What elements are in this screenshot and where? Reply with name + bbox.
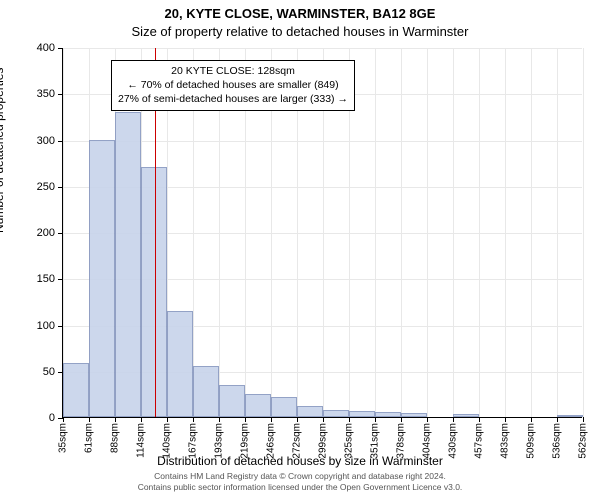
histogram-bar — [219, 385, 245, 417]
ytick-label: 100 — [37, 320, 55, 332]
histogram-bar — [401, 413, 427, 417]
chart-title-address: 20, KYTE CLOSE, WARMINSTER, BA12 8GE — [0, 6, 600, 21]
ytick-label: 250 — [37, 181, 55, 193]
xtick-mark — [141, 417, 142, 422]
xtick-mark — [375, 417, 376, 422]
ytick-label: 50 — [43, 366, 55, 378]
gridline-v — [505, 48, 506, 417]
ytick-label: 150 — [37, 273, 55, 285]
plot-area: 05010015020025030035040035sqm61sqm88sqm1… — [62, 48, 582, 418]
ytick-label: 0 — [49, 412, 55, 424]
gridline-v — [531, 48, 532, 417]
gridline-v — [401, 48, 402, 417]
xtick-label: 114sqm — [135, 423, 146, 458]
xtick-mark — [167, 417, 168, 422]
xtick-mark — [453, 417, 454, 422]
histogram-bar — [89, 140, 116, 418]
histogram-bar — [297, 406, 324, 417]
gridline-v — [63, 48, 64, 417]
annotation-line: 20 KYTE CLOSE: 128sqm — [118, 64, 348, 78]
gridline-v — [479, 48, 480, 417]
xtick-mark — [583, 417, 584, 422]
ytick-label: 300 — [37, 135, 55, 147]
xtick-mark — [349, 417, 350, 422]
histogram-bar — [557, 415, 583, 417]
gridline-v — [557, 48, 558, 417]
credits-text: Contains HM Land Registry data © Crown c… — [0, 471, 600, 494]
xtick-mark — [505, 417, 506, 422]
xtick-mark — [193, 417, 194, 422]
gridline-v — [583, 48, 584, 417]
histogram-bar — [245, 394, 272, 417]
ytick-label: 350 — [37, 88, 55, 100]
histogram-bar — [453, 414, 480, 417]
y-axis-label: Number of detached properties — [0, 68, 6, 233]
xtick-label: 35sqm — [58, 423, 69, 453]
xtick-mark — [297, 417, 298, 422]
gridline-v — [427, 48, 428, 417]
xtick-mark — [219, 417, 220, 422]
ytick-label: 400 — [37, 42, 55, 54]
x-axis-label: Distribution of detached houses by size … — [0, 454, 600, 468]
xtick-mark — [89, 417, 90, 422]
chart-title-desc: Size of property relative to detached ho… — [0, 24, 600, 39]
histogram-bar — [115, 112, 141, 417]
xtick-label: 88sqm — [110, 423, 121, 453]
xtick-mark — [531, 417, 532, 422]
histogram-bar — [141, 167, 167, 417]
ytick-label: 200 — [37, 227, 55, 239]
annotation-line: 27% of semi-detached houses are larger (… — [118, 92, 348, 106]
xtick-mark — [115, 417, 116, 422]
xtick-mark — [401, 417, 402, 422]
annotation-box: 20 KYTE CLOSE: 128sqm ← 70% of detached … — [111, 60, 355, 111]
xtick-mark — [557, 417, 558, 422]
histogram-bar — [349, 411, 375, 417]
gridline-v — [453, 48, 454, 417]
gridline-v — [375, 48, 376, 417]
histogram-bar — [193, 366, 219, 417]
xtick-mark — [427, 417, 428, 422]
annotation-line: ← 70% of detached houses are smaller (84… — [118, 78, 348, 92]
histogram-bar — [323, 410, 349, 417]
histogram-bar — [167, 311, 194, 417]
xtick-mark — [479, 417, 480, 422]
histogram-bar — [375, 412, 402, 417]
histogram-bar — [271, 397, 297, 417]
xtick-mark — [323, 417, 324, 422]
xtick-mark — [271, 417, 272, 422]
xtick-mark — [245, 417, 246, 422]
xtick-mark — [63, 417, 64, 422]
histogram-bar — [63, 363, 89, 417]
xtick-label: 61sqm — [83, 423, 94, 453]
